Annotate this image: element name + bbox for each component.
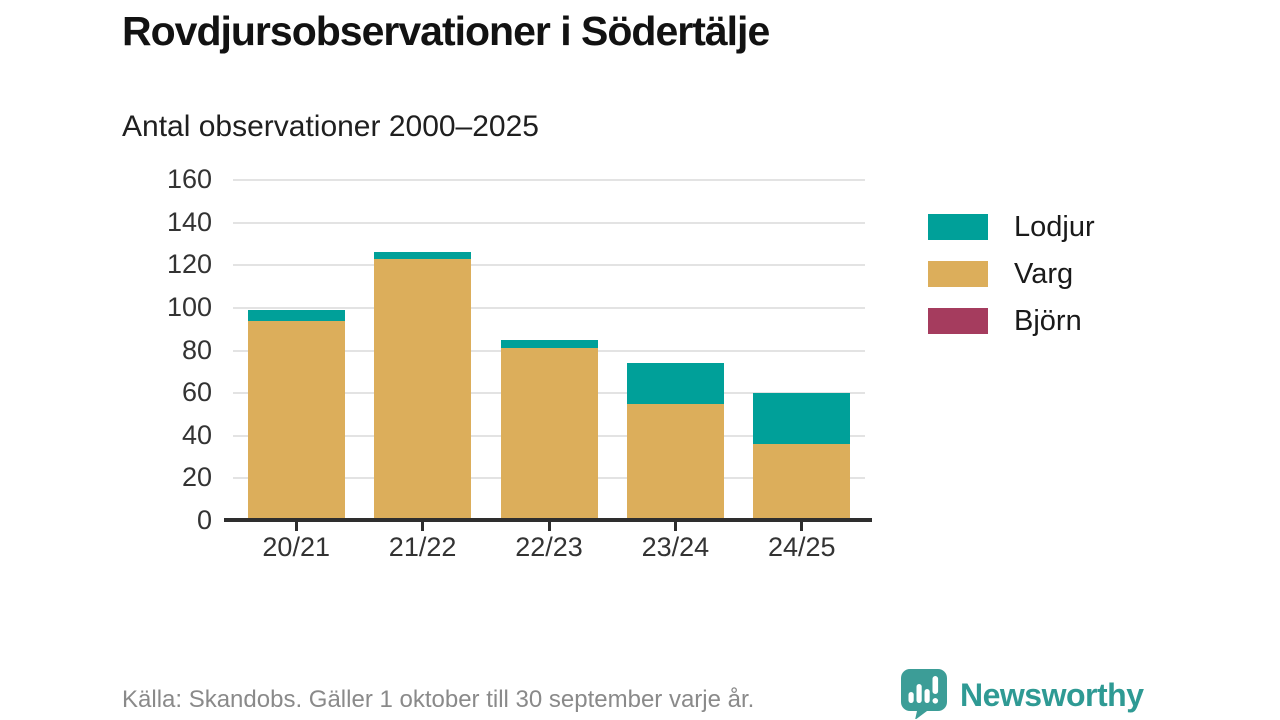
- gridline-100: [233, 306, 865, 309]
- bar-segment-varg-22/23: [500, 348, 598, 521]
- y-tick-label: 160: [166, 164, 212, 194]
- bar-chart-speech-bubble-icon: [897, 666, 950, 720]
- y-tick-label: 20: [181, 462, 212, 493]
- legend-swatch-björn: [928, 308, 988, 334]
- bar-segment-varg-23/24: [626, 403, 724, 521]
- y-tick-label: 40: [181, 419, 212, 450]
- y-tick-label: 100: [166, 291, 212, 322]
- x-tick-label: 22/23: [515, 532, 583, 562]
- x-axis-tick: [673, 521, 677, 531]
- legend-swatch-lodjur: [928, 214, 988, 240]
- x-axis-tick: [547, 521, 551, 531]
- bar-segment-varg-24/25: [753, 444, 851, 519]
- y-tick-label: 140: [166, 206, 212, 237]
- bar-segment-lodjur-22/23: [500, 339, 598, 349]
- legend-item-varg: Varg: [928, 258, 1095, 290]
- bar-segment-lodjur-21/22: [374, 252, 472, 259]
- bar-segment-lodjur-23/24: [626, 363, 724, 404]
- legend-label: Lodjur: [1014, 211, 1095, 243]
- gridline-120: [233, 264, 865, 267]
- x-axis-line: [224, 518, 872, 522]
- x-axis-tick: [421, 521, 425, 531]
- y-tick-label: 120: [166, 249, 212, 280]
- legend-label: Varg: [1014, 258, 1074, 290]
- bar-segment-lodjur-24/25: [753, 393, 851, 445]
- legend-label: Björn: [1014, 305, 1082, 337]
- gridline-160: [233, 179, 865, 181]
- x-tick-label: 23/24: [641, 532, 710, 562]
- plot-area: 20/21 21/22 22/23 23/24 24/25: [233, 179, 865, 562]
- gridline-140: [233, 221, 865, 224]
- y-tick-label: 60: [181, 377, 212, 408]
- y-tick-label: 80: [181, 334, 212, 365]
- x-tick-label: 24/25: [768, 532, 836, 562]
- brand-lockup: Newsworthy: [897, 666, 1144, 720]
- x-tick-label: 20/21: [262, 532, 330, 562]
- brand-name: Newsworthy: [960, 676, 1144, 713]
- bar-segment-varg-21/22: [374, 258, 472, 521]
- bar-segment-lodjur-20/21: [247, 310, 345, 321]
- x-axis-tick: [800, 521, 804, 531]
- x-tick-label: 21/22: [388, 532, 457, 562]
- chart-title: Rovdjursobservationer i Södertälje: [122, 8, 770, 54]
- legend-swatch-varg: [928, 261, 988, 287]
- legend-item-lodjur: Lodjur: [928, 211, 1095, 243]
- y-tick-label: 0: [196, 505, 212, 535]
- source-note: Källa: Skandobs. Gäller 1 oktober till 3…: [122, 686, 755, 713]
- bar-segment-varg-20/21: [247, 320, 345, 521]
- x-axis-tick: [294, 521, 298, 531]
- legend: Lodjur Varg Björn: [928, 211, 1095, 355]
- chart-subtitle: Antal observationer 2000–2025: [122, 110, 539, 143]
- legend-item-björn: Björn: [928, 305, 1095, 337]
